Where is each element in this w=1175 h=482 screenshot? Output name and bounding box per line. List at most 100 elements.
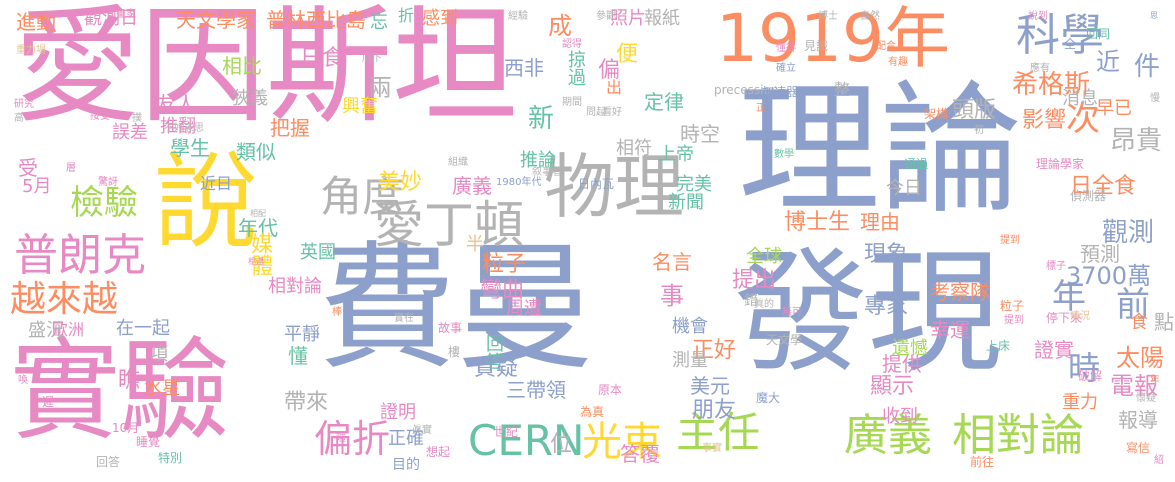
cloud-word: 成: [548, 12, 572, 40]
cloud-word: 提供: [882, 352, 922, 376]
cloud-word: 越來越: [10, 279, 119, 320]
cloud-word: 前往: [970, 455, 995, 469]
cloud-word: 看好: [602, 107, 622, 118]
cloud-word: 便: [616, 42, 639, 67]
cloud-word: 懂得: [776, 43, 796, 54]
cloud-word: 檢驗: [70, 183, 138, 223]
cloud-word: 事: [660, 282, 684, 310]
cloud-word: 三帶領: [506, 378, 566, 402]
cloud-word: 彎曲: [480, 278, 525, 303]
cloud-word: 接受: [90, 111, 110, 122]
cloud-word: 標子: [1046, 261, 1066, 272]
cloud-word: 10月: [112, 421, 140, 435]
cloud-word: 思: [1150, 11, 1158, 20]
cloud-word: 相配: [250, 209, 266, 218]
cloud-word: 近: [1096, 48, 1120, 76]
cloud-word: 相比: [222, 54, 262, 78]
cloud-word: 日內瓦: [578, 177, 615, 191]
cloud-word: 喚: [18, 375, 28, 386]
cloud-word: 見識: [804, 39, 829, 53]
cloud-word: 觀測日: [84, 8, 138, 29]
cloud-word: 盛況: [28, 320, 64, 341]
cloud-word: 今日: [886, 178, 922, 199]
cloud-word: 報紙: [644, 8, 680, 29]
cloud-word: 確立: [776, 63, 796, 74]
cloud-word: 錯: [744, 293, 758, 309]
cloud-word: 懂: [288, 344, 308, 368]
cloud-word: 現象: [864, 242, 909, 267]
cloud-word: 高: [14, 113, 24, 124]
cloud-word: 水星: [144, 378, 180, 399]
cloud-word: 停下來: [1046, 311, 1083, 325]
cloud-word: 參觀: [596, 11, 616, 22]
cloud-word: 天文學家: [176, 8, 256, 32]
cloud-word: 昂貴: [1110, 126, 1163, 156]
cloud-word: CERN: [468, 416, 585, 465]
cloud-word: 寫信: [1126, 441, 1151, 455]
cloud-word: 友人: [156, 92, 196, 116]
cloud-word: 5月: [22, 176, 52, 197]
cloud-word: 通過: [904, 157, 929, 171]
cloud-word: 無可: [782, 307, 802, 318]
cloud-word: 周遭: [506, 298, 542, 319]
cloud-word: 粒子: [1000, 299, 1025, 313]
cloud-word: 進動: [16, 10, 56, 34]
cloud-word: 推論: [520, 150, 556, 171]
cloud-word: 偏: [598, 58, 621, 83]
cloud-word: 加速器: [762, 85, 799, 99]
cloud-word: 兩: [368, 74, 392, 102]
cloud-word: 媒體: [247, 232, 272, 276]
cloud-word: 說: [154, 141, 259, 263]
cloud-word: 博士生: [784, 210, 851, 235]
cloud-word: 定律: [644, 90, 684, 114]
cloud-word: 帶來: [284, 390, 329, 415]
cloud-word: 忘: [370, 12, 388, 33]
cloud-word: 位: [550, 432, 573, 457]
cloud-word: 消息: [1062, 88, 1098, 109]
cloud-word: 不好意思: [164, 123, 204, 134]
cloud-word: 天文學: [766, 333, 803, 347]
cloud-word: 畫家: [116, 9, 136, 20]
cloud-word: 考察隊: [930, 280, 990, 304]
cloud-word: 回答: [96, 455, 121, 469]
cloud-word: 相對論: [268, 276, 322, 297]
cloud-word: 費曼: [318, 228, 595, 389]
cloud-word: 次: [1066, 99, 1100, 139]
cloud-word: 1919年: [716, 0, 950, 77]
cloud-word: 實驗: [10, 327, 230, 455]
cloud-word: 層: [66, 163, 76, 174]
cloud-word: 早已: [1096, 98, 1132, 119]
cloud-word: 認得: [562, 39, 582, 50]
cloud-word: 說到: [1028, 11, 1048, 22]
cloud-word: 正好: [692, 338, 737, 363]
cloud-word: 收到: [882, 406, 918, 427]
cloud-word: 掠過: [565, 50, 586, 86]
cloud-word: 偵測器: [1070, 189, 1107, 203]
cloud-word: 經驗: [508, 11, 528, 22]
cloud-word: 魔大: [756, 391, 781, 405]
cloud-word: 相符: [616, 138, 652, 159]
cloud-word: 答覆: [620, 442, 660, 466]
cloud-word: 上帝: [658, 144, 694, 165]
cloud-word: 樓: [448, 345, 461, 359]
cloud-word: 日食: [300, 46, 345, 71]
cloud-word: 普林西比島: [266, 8, 366, 32]
cloud-word: 破解: [1078, 369, 1103, 383]
cloud-word: 年代: [238, 216, 278, 240]
cloud-word: 有趣: [888, 57, 908, 68]
cloud-word: 半: [466, 234, 484, 255]
cloud-word: 預測: [1080, 242, 1120, 266]
cloud-word: 相遇: [248, 257, 264, 266]
cloud-word: 年: [1052, 277, 1086, 317]
cloud-word: 撲: [132, 113, 142, 124]
cloud-word: 幸運: [930, 318, 970, 342]
cloud-word: 粒子: [482, 252, 527, 277]
cloud-word: 證明: [380, 402, 416, 423]
cloud-word: 底下: [362, 53, 382, 64]
cloud-word: 全球: [746, 246, 782, 267]
cloud-word: 照片: [610, 8, 646, 29]
cloud-word: precession: [714, 83, 779, 97]
cloud-word: 測量: [672, 350, 708, 371]
cloud-word: 慢: [1150, 93, 1160, 104]
